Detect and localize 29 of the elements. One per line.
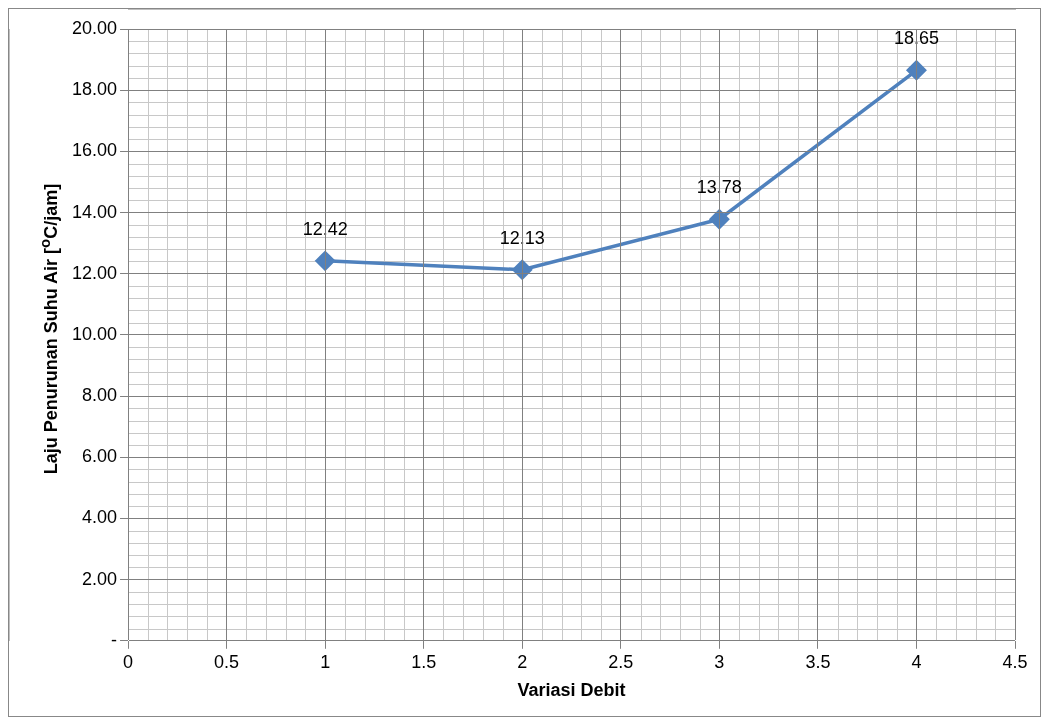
x-tick-label: 2.5 bbox=[608, 651, 634, 672]
x-tick-label: 3.5 bbox=[805, 651, 831, 672]
y-tick-label: 10.00 bbox=[72, 323, 118, 344]
y-tick-label: - bbox=[111, 629, 118, 650]
point bbox=[315, 251, 335, 271]
data-label: 18.65 bbox=[893, 28, 939, 49]
x-tick-label: 4 bbox=[911, 651, 922, 672]
y-tick-label: 8.00 bbox=[82, 385, 118, 406]
y-tick-label: 20.00 bbox=[72, 17, 118, 38]
x-tick-label: 0 bbox=[123, 651, 134, 672]
point bbox=[709, 209, 730, 230]
y-tick-label: 2.00 bbox=[82, 568, 118, 589]
data-label: 12.13 bbox=[499, 227, 545, 248]
x-tick-label: 3 bbox=[714, 651, 725, 672]
x-axis-title: Variasi Debit bbox=[517, 680, 626, 701]
data-label: 13.78 bbox=[696, 177, 742, 198]
y-tick-label: 12.00 bbox=[72, 262, 118, 283]
x-tick-label: 1 bbox=[320, 651, 331, 672]
x-tick-label: 0.5 bbox=[214, 651, 240, 672]
y-tick-label: 16.00 bbox=[72, 140, 118, 161]
data-label: 12.42 bbox=[302, 218, 348, 239]
x-tick-label: 2 bbox=[517, 651, 528, 672]
point bbox=[906, 60, 927, 81]
x-tick-label: 1.5 bbox=[411, 651, 437, 672]
y-tick-label: 6.00 bbox=[82, 446, 118, 467]
y-tick-label: 14.00 bbox=[72, 201, 118, 222]
y-tick-label: 18.00 bbox=[72, 79, 118, 100]
x-tick-label: 4.5 bbox=[1002, 651, 1028, 672]
y-tick-label: 4.00 bbox=[82, 507, 118, 528]
